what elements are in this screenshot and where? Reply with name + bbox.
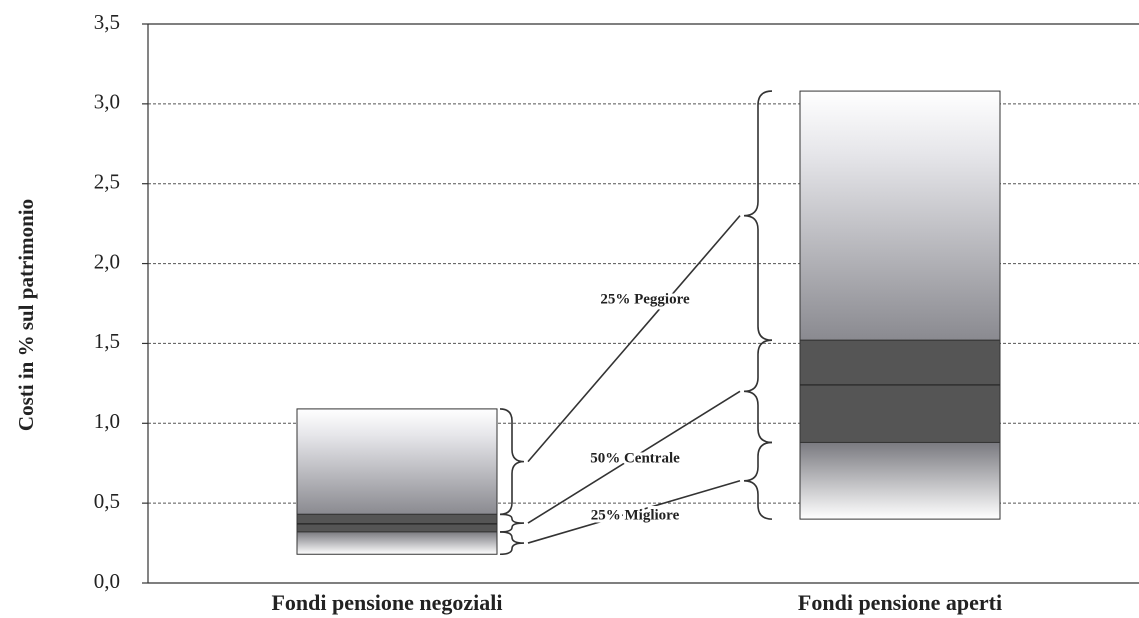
brace <box>499 408 525 516</box>
y-tick-label: 0,5 <box>94 489 120 513</box>
annotation: 25% Peggiore <box>600 291 690 307</box>
brace <box>499 531 525 556</box>
y-tick-label: 1,5 <box>94 329 120 353</box>
annotation: 50% Centrale <box>590 450 680 466</box>
lower-segment <box>296 531 498 555</box>
lower-segment <box>799 441 1001 520</box>
upper-segment <box>799 90 1001 341</box>
central-segment <box>296 513 498 533</box>
upper-segment <box>296 408 498 515</box>
y-tick-label: 1,0 <box>94 409 120 433</box>
brace <box>743 441 773 520</box>
leader-line <box>527 215 741 463</box>
brace <box>743 90 773 342</box>
x-tick-label: Fondi pensione negoziali <box>271 590 502 615</box>
leader-line <box>527 480 741 544</box>
y-tick-label: 0,0 <box>94 569 120 593</box>
central-segment <box>799 339 1001 443</box>
y-tick-label: 3,5 <box>94 10 120 34</box>
annotation: 25% Migliore <box>591 507 680 523</box>
y-tick-label: 2,5 <box>94 170 120 194</box>
brace <box>499 513 525 533</box>
leader-line <box>527 390 741 524</box>
x-tick-label: Fondi pensione aperti <box>798 590 1002 615</box>
y-tick-label: 3,0 <box>94 90 120 114</box>
brace <box>743 339 773 444</box>
y-axis-title: Costi in % sul patrimonio <box>14 199 38 431</box>
y-tick-label: 2,0 <box>94 249 120 273</box>
